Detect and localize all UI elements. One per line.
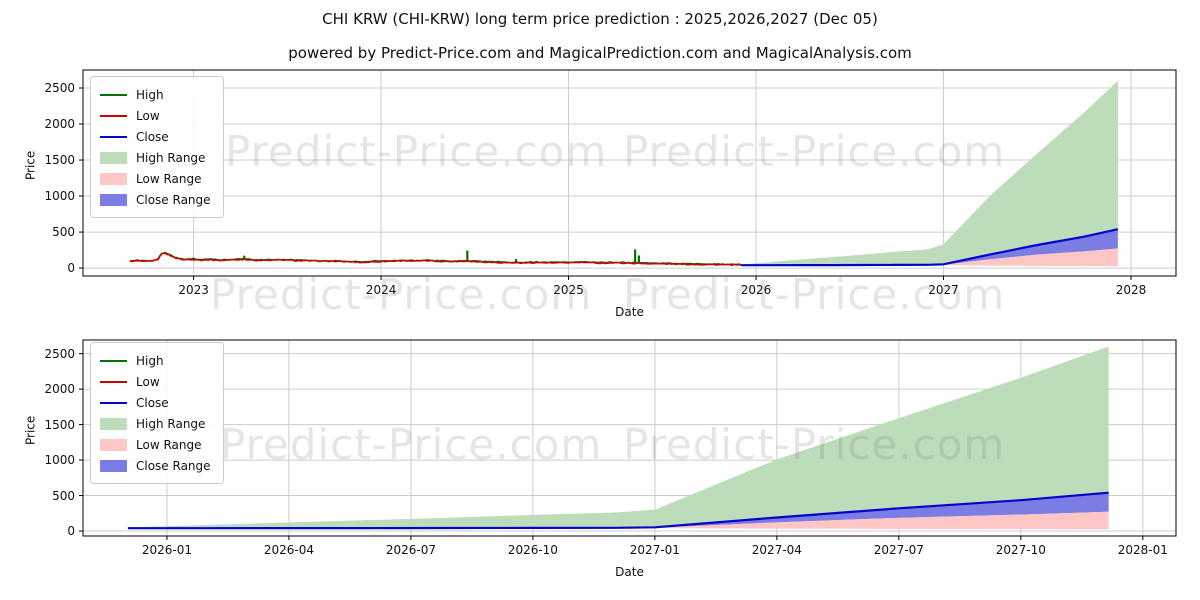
- watermark-text: Predict-Price.com: [210, 270, 593, 319]
- chart-subtitle: powered by Predict-Price.com and Magical…: [288, 44, 912, 62]
- high-range-swatch: [100, 417, 127, 430]
- chart-title: CHI KRW (CHI-KRW) long term price predic…: [322, 10, 878, 28]
- legend-item: Low: [100, 105, 211, 126]
- x-tick-label: 2026-10: [507, 543, 558, 557]
- watermark-text: Predict-Price.com: [623, 270, 1006, 319]
- close-range-area: [127, 492, 1109, 529]
- legend-item: High: [100, 350, 211, 371]
- close-range-swatch: [100, 459, 127, 472]
- y-tick-label: 2500: [44, 346, 75, 361]
- close-swatch: [100, 135, 127, 138]
- high-line: [129, 251, 742, 266]
- legend-item: Close: [100, 392, 211, 413]
- legend-item-label: Low Range: [136, 171, 202, 186]
- close-line: [741, 228, 1119, 267]
- plot-border: [82, 339, 1177, 537]
- y-tick-label: 500: [52, 488, 75, 503]
- high-range-area: [127, 346, 1109, 529]
- x-axis-label: Date: [615, 565, 644, 579]
- y-tick-label: 1500: [44, 153, 75, 168]
- low-range-swatch: [100, 438, 127, 451]
- watermark-text: Predict-Price.com: [623, 420, 1006, 469]
- legend-item-label: High Range: [136, 416, 206, 431]
- legend-item-label: Low Range: [136, 437, 202, 452]
- y-axis-label: Price: [23, 150, 38, 180]
- y-tick-label: 1000: [44, 189, 75, 204]
- y-tick-label: 1000: [44, 453, 75, 468]
- low-range-area: [741, 248, 1118, 267]
- x-tick-label: 2027-10: [995, 543, 1046, 557]
- legend-item-label: Close Range: [136, 192, 211, 207]
- x-tick-label: 2025: [553, 283, 584, 297]
- x-tick-label: 2026: [740, 283, 772, 297]
- x-tick-label: 2028-01: [1117, 543, 1168, 557]
- legend-item-label: High: [136, 353, 164, 368]
- legend-item: Close: [100, 126, 211, 147]
- close-line: [127, 491, 1109, 530]
- legend: High Low Close High Range Low Range Close Ran…: [90, 76, 224, 218]
- close-range-swatch: [100, 193, 127, 206]
- watermark-text: Predict-Price.com: [225, 127, 608, 176]
- x-tick-label: 2028: [1115, 283, 1147, 297]
- plot-border: [82, 69, 1177, 277]
- legend-item: High: [100, 84, 211, 105]
- low-line: [129, 252, 742, 267]
- x-tick-label: 2024: [365, 283, 397, 297]
- y-tick-label: 0: [67, 261, 75, 276]
- y-tick-label: 1500: [44, 417, 75, 432]
- x-tick-label: 2026-01: [141, 543, 192, 557]
- legend-item: Low Range: [100, 434, 211, 455]
- y-tick-label: 2000: [44, 117, 75, 132]
- high-swatch: [100, 93, 127, 96]
- legend-item-label: Low: [136, 108, 160, 123]
- low-range-swatch: [100, 172, 127, 185]
- x-tick-label: 2027-07: [873, 543, 924, 557]
- legend-item: Low: [100, 371, 211, 392]
- legend-item-label: Low: [136, 374, 160, 389]
- legend-item-label: Close Range: [136, 458, 211, 473]
- legend: High Low Close High Range Low Range Close Ran…: [90, 342, 224, 484]
- y-axis-label: Price: [23, 415, 38, 445]
- legend-item: Low Range: [100, 168, 211, 189]
- y-tick-label: 500: [52, 225, 75, 240]
- low-range-area: [127, 511, 1109, 530]
- legend-item-label: Close: [136, 129, 169, 144]
- watermark-text: Predict-Price.com: [220, 420, 603, 469]
- low-swatch: [100, 380, 127, 383]
- legend-item: Close Range: [100, 189, 211, 210]
- close-swatch: [100, 401, 127, 404]
- watermark-text: Predict-Price.com: [623, 127, 1006, 176]
- x-tick-label: 2027-04: [751, 543, 802, 557]
- legend-item: High Range: [100, 147, 211, 168]
- y-tick-label: 0: [67, 524, 75, 539]
- x-axis-label: Date: [615, 305, 644, 319]
- y-tick-label: 2500: [44, 81, 75, 95]
- low-swatch: [100, 114, 127, 117]
- high-swatch: [100, 359, 127, 362]
- legend-item: High Range: [100, 413, 211, 434]
- high-range-swatch: [100, 151, 127, 164]
- x-tick-label: 2026-04: [263, 543, 314, 557]
- x-tick-label: 2027-01: [629, 543, 680, 557]
- x-tick-label: 2026-07: [385, 543, 436, 557]
- legend-item-label: Close: [136, 395, 169, 410]
- x-tick-label: 2023: [178, 283, 209, 297]
- legend-item-label: High: [136, 87, 164, 102]
- legend-item-label: High Range: [136, 150, 206, 165]
- legend-item: Close Range: [100, 455, 211, 476]
- high-range-area: [741, 80, 1118, 266]
- x-tick-label: 2027: [928, 283, 959, 297]
- close-range-area: [741, 229, 1118, 266]
- y-tick-label: 2000: [44, 382, 75, 397]
